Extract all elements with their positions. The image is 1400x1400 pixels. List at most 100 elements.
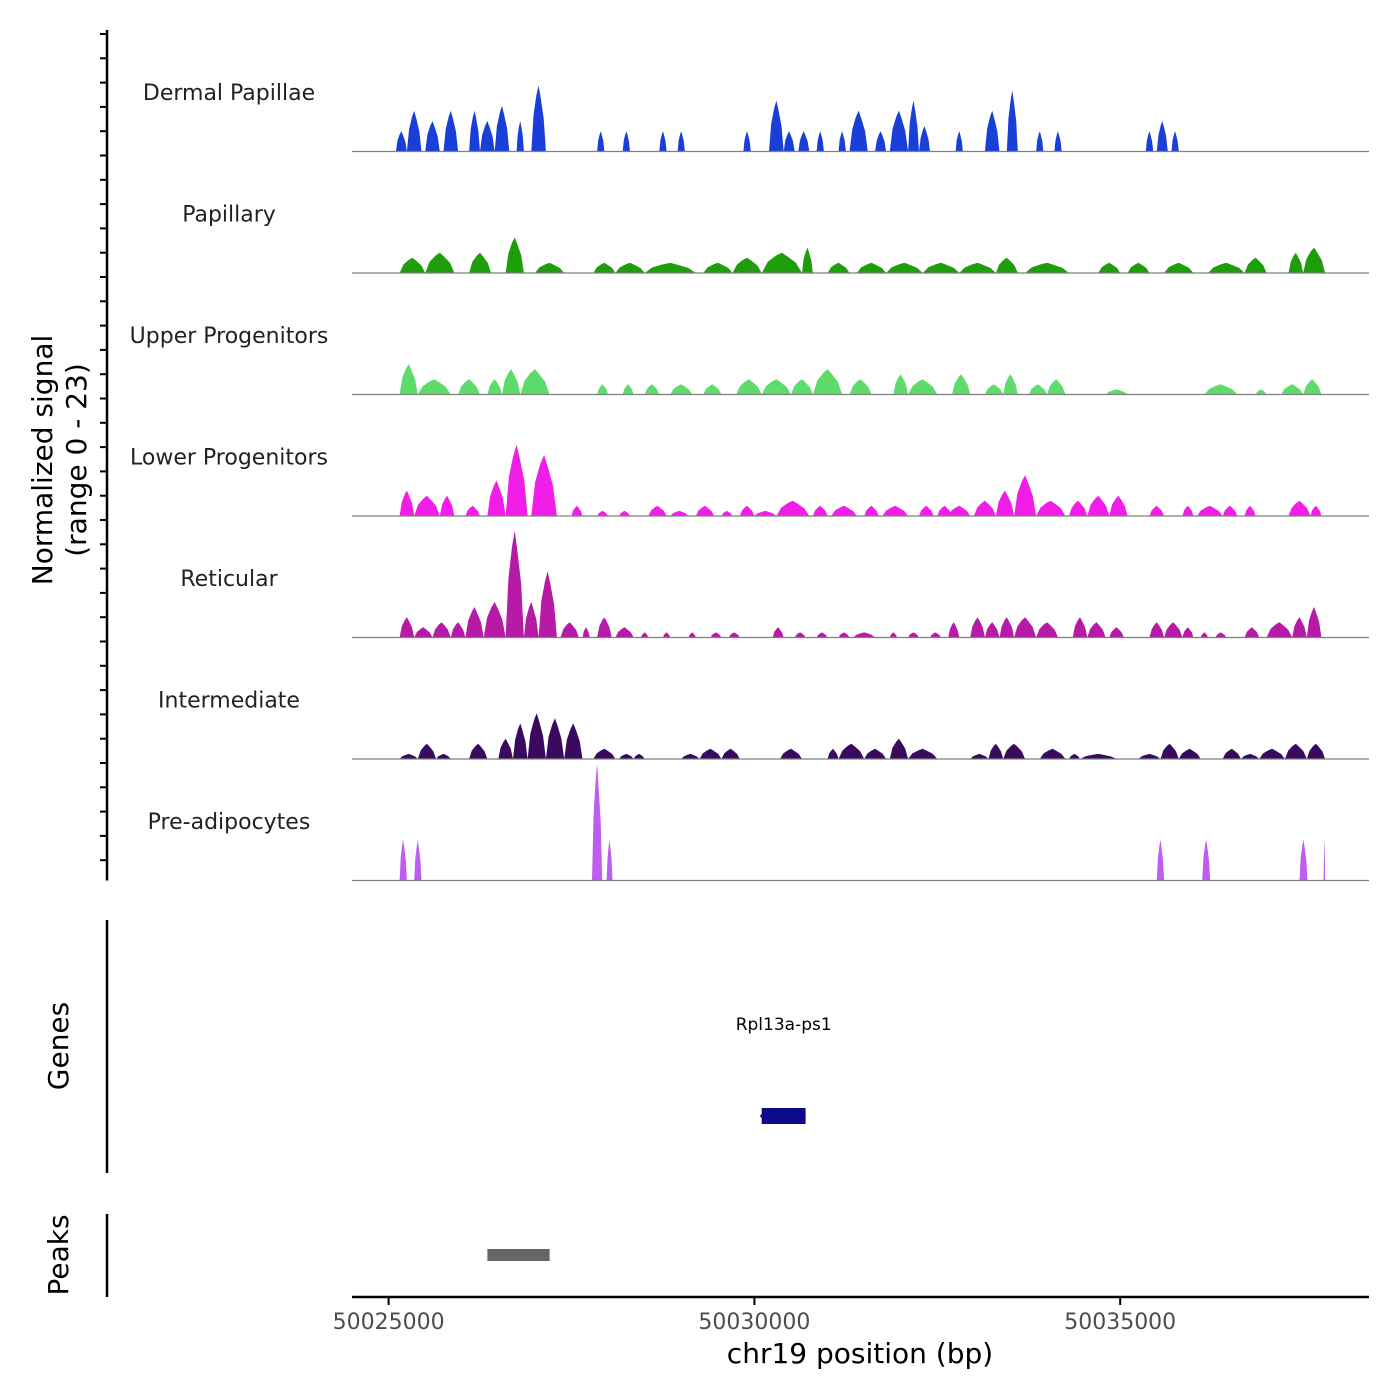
signal-peak [1069, 500, 1088, 516]
signal-peak [889, 632, 898, 638]
signal-peak [670, 510, 689, 516]
signal-peak [513, 723, 528, 759]
track-papillary: Papillary [182, 203, 1369, 274]
signal-peak [703, 262, 733, 273]
signal-peak [959, 262, 996, 273]
x-tick-label: 50030000 [698, 1310, 810, 1335]
peaks-track: Peaks [42, 1214, 550, 1297]
signal-peak [399, 257, 426, 273]
signal-peak [908, 100, 919, 152]
signal-peak [769, 100, 784, 152]
signal-peak [659, 131, 667, 152]
signal-peak [399, 490, 415, 516]
signal-peak [1039, 748, 1066, 759]
signal-peak [988, 743, 1004, 759]
signal-peak [417, 379, 451, 395]
signal-peak [889, 738, 909, 759]
signal-peak [893, 374, 909, 395]
signal-peak [838, 632, 850, 638]
signal-peak [1149, 505, 1165, 516]
signal-peak [399, 753, 418, 759]
signal-peak [395, 131, 407, 152]
signal-peak [644, 384, 660, 395]
signal-peak [783, 131, 795, 152]
signal-peak [436, 753, 451, 759]
signal-peak [1006, 90, 1018, 152]
signal-peak [1003, 743, 1026, 759]
signal-peak [1323, 839, 1326, 881]
signal-peak [802, 247, 813, 273]
signal-peak [1025, 262, 1069, 273]
signal-peak [827, 262, 850, 273]
genes-layer: Rpl13a-ps1 [736, 1015, 832, 1124]
signal-peak [919, 126, 930, 152]
signal-peak [970, 753, 989, 759]
signal-peak [619, 753, 634, 759]
x-axis-title: chr19 position (bp) [727, 1337, 993, 1370]
signal-peak [1215, 632, 1227, 638]
signal-peak [952, 374, 971, 395]
signal-peak [1202, 839, 1211, 881]
signal-peak [399, 839, 407, 881]
signal-peak [670, 384, 693, 395]
signal-peak [703, 384, 722, 395]
signal-peak [648, 505, 667, 516]
x-tick-label: 50035000 [1064, 1310, 1176, 1335]
signal-peak [688, 632, 696, 638]
signal-peak [875, 131, 887, 152]
signal-peak [593, 748, 616, 759]
signal-peak [1036, 131, 1044, 152]
gene-strand-arrow [759, 1110, 766, 1122]
signal-peak [812, 505, 828, 516]
signal-peak [812, 369, 843, 395]
track-label: Dermal Papillae [143, 81, 315, 106]
signal-peak [973, 500, 996, 516]
signal-peak [1109, 627, 1124, 638]
signal-peak [721, 510, 733, 516]
signal-peak [761, 379, 791, 395]
signal-peak [592, 763, 603, 881]
signal-tracks: Dermal Papillae Papillary Upper Progenitor… [130, 81, 1369, 882]
signal-peak [545, 718, 565, 759]
signal-peak [483, 601, 506, 638]
signal-peak [1080, 753, 1117, 759]
signal-peak [480, 121, 495, 152]
signal-peak [984, 384, 1004, 395]
signal-peak [615, 262, 645, 273]
signal-peak [1306, 743, 1326, 759]
signal-peak [995, 257, 1018, 273]
signal-peak [597, 131, 605, 152]
signal-peak [527, 713, 546, 759]
signal-peak [1014, 617, 1037, 638]
track-label: Papillary [182, 203, 276, 228]
signal-peak [721, 748, 740, 759]
signal-peak [443, 110, 459, 152]
peak-region [487, 1249, 550, 1261]
signal-peak [487, 379, 502, 395]
signal-peak [1164, 262, 1194, 273]
signal-peak [516, 121, 524, 152]
signal-peak [1036, 622, 1058, 638]
signal-peak [1182, 627, 1194, 638]
signal-peak [889, 110, 909, 152]
signal-peak [1292, 617, 1307, 638]
peaks-layer [487, 1249, 550, 1261]
signal-peak [534, 262, 565, 273]
signal-peak [487, 480, 506, 516]
signal-peak [908, 632, 919, 638]
signal-peak [417, 743, 437, 759]
signal-peak [882, 505, 909, 516]
signal-peak [816, 131, 824, 152]
signal-peak [593, 262, 616, 273]
signal-peak [414, 627, 433, 638]
track-lower-progenitors: Lower Progenitors [130, 444, 1369, 517]
track-intermediate: Intermediate [158, 689, 1369, 760]
signal-peak [469, 110, 480, 152]
signal-peak [1222, 748, 1241, 759]
track-label: Upper Progenitors [130, 324, 329, 349]
signal-peak [699, 748, 722, 759]
signal-peak [1200, 632, 1208, 638]
track-label: Intermediate [158, 689, 300, 714]
gene-body [761, 1108, 806, 1124]
signal-peak [1171, 131, 1179, 152]
